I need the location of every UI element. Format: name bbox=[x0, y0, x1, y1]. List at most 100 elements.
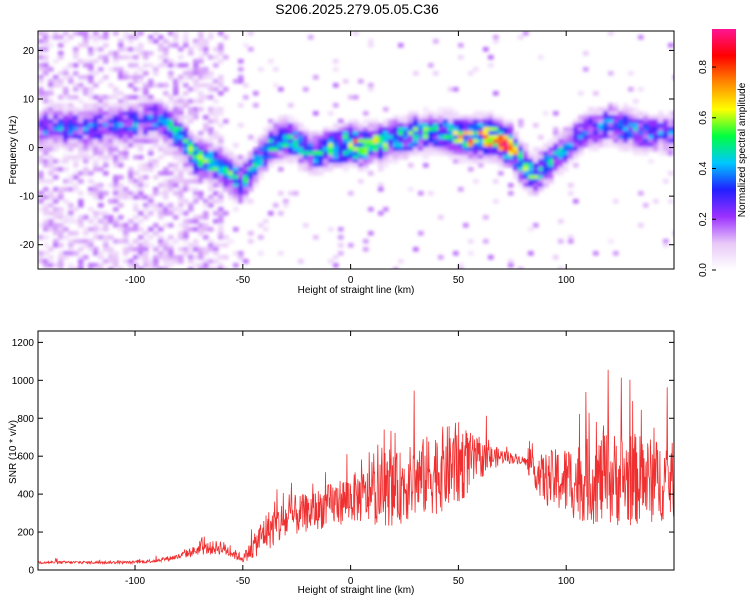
spectrogram-cell bbox=[158, 191, 164, 196]
spectrogram-cell bbox=[293, 143, 299, 148]
spectrogram-cell bbox=[48, 259, 54, 264]
spectrogram-cell bbox=[403, 151, 409, 156]
spectrogram-cell bbox=[588, 127, 594, 132]
spectrogram-cell bbox=[73, 251, 79, 256]
spectrogram-cell bbox=[83, 123, 89, 128]
spectrogram-cell bbox=[153, 159, 159, 164]
spectrogram-cell bbox=[328, 159, 334, 164]
spectrogram-cell bbox=[668, 131, 674, 136]
spectrogram-cell bbox=[138, 119, 144, 124]
spectrogram-cell bbox=[618, 135, 624, 140]
spectrogram-cell bbox=[333, 151, 339, 156]
spectrogram-cell bbox=[523, 155, 529, 160]
spectrogram-cell bbox=[58, 115, 64, 120]
spectrogram-cell bbox=[63, 39, 69, 44]
spectrogram-cell bbox=[268, 143, 274, 148]
spectrogram-cell bbox=[383, 123, 389, 128]
spectrogram-cell bbox=[58, 83, 64, 88]
spectrogram-cell bbox=[93, 215, 99, 220]
spectrogram-cell bbox=[368, 135, 374, 140]
spectrogram-cell bbox=[568, 183, 574, 188]
spectrogram-cell bbox=[108, 151, 114, 156]
spectrogram-cell bbox=[493, 151, 499, 156]
spectrogram-cell bbox=[138, 47, 144, 52]
spectrogram-cell bbox=[148, 99, 154, 104]
spectrogram-cell bbox=[488, 147, 494, 152]
snr-ytick-label: 200 bbox=[17, 528, 34, 539]
spectrogram-cell bbox=[363, 111, 369, 116]
spectrogram-cell bbox=[53, 215, 59, 220]
spectrogram-cell bbox=[203, 39, 209, 44]
spectrogram-cell bbox=[533, 191, 539, 196]
spectrogram-cell bbox=[168, 183, 174, 188]
spectrogram-cell bbox=[68, 267, 74, 269]
spectrogram-cell bbox=[263, 163, 269, 168]
snr-ytick-label: 400 bbox=[17, 490, 34, 501]
spectrogram-cell bbox=[178, 131, 184, 136]
spectrogram-cell bbox=[103, 247, 109, 252]
spectrogram-cell bbox=[153, 115, 159, 120]
spectrogram-cell bbox=[478, 151, 484, 156]
spectrogram-cell bbox=[48, 43, 54, 48]
spectrogram-cell bbox=[488, 63, 494, 68]
spectrogram-cell bbox=[418, 151, 424, 156]
spectrogram-cell bbox=[463, 135, 469, 140]
spectrogram-cell bbox=[153, 143, 159, 148]
spectrogram-cell bbox=[333, 83, 339, 88]
spectrogram-cell bbox=[453, 135, 459, 140]
spectrogram-cell bbox=[408, 163, 414, 168]
spectrogram-cell bbox=[103, 239, 109, 244]
spectrogram-cell bbox=[208, 83, 214, 88]
spectrogram-cell bbox=[508, 155, 514, 160]
spectrogram-cell bbox=[433, 139, 439, 144]
spectrogram-cell bbox=[153, 123, 159, 128]
spectrogram-cell bbox=[53, 139, 59, 144]
spectrogram-cell bbox=[333, 123, 339, 128]
spectrogram-cell bbox=[148, 107, 154, 112]
spectrogram-cell bbox=[418, 139, 424, 144]
spectrogram-cell bbox=[233, 167, 239, 172]
spectrogram-cell bbox=[188, 203, 194, 208]
spectrogram-cell bbox=[493, 131, 499, 136]
spectrogram-cell bbox=[188, 99, 194, 104]
spectrogram-cell bbox=[528, 179, 534, 184]
spectrogram-cell bbox=[298, 167, 304, 172]
spectrogram-cell bbox=[663, 139, 669, 144]
spectrogram-cell bbox=[238, 163, 244, 168]
spectrogram-cell bbox=[113, 107, 119, 112]
spectrogram-cell bbox=[133, 127, 139, 132]
spectrogram-cell bbox=[168, 235, 174, 240]
spectrogram-cell bbox=[113, 219, 119, 224]
spectrogram-cell bbox=[213, 79, 219, 84]
spectrogram-cell bbox=[488, 255, 494, 260]
spectrogram-cell bbox=[108, 67, 114, 72]
spectrogram-cell bbox=[328, 167, 334, 172]
spectrogram-cell bbox=[463, 127, 469, 132]
spectrogram-cell bbox=[168, 115, 174, 120]
spectrogram-cell bbox=[578, 147, 584, 152]
spectrogram-cell bbox=[78, 239, 84, 244]
spectrogram-cell bbox=[438, 215, 444, 220]
spectrogram-cell bbox=[143, 239, 149, 244]
spectrogram-cell bbox=[53, 207, 59, 212]
spectrogram-cell bbox=[233, 155, 239, 160]
spectrogram-cell bbox=[553, 131, 559, 136]
spectrogram-cell bbox=[363, 151, 369, 156]
spectrogram-cell bbox=[48, 67, 54, 72]
spectrogram-cell bbox=[558, 155, 564, 160]
spectrogram-cell bbox=[583, 127, 589, 132]
spectrogram-cell bbox=[188, 111, 194, 116]
spectrogram-cell bbox=[93, 163, 99, 168]
spectrogram-cell bbox=[583, 135, 589, 140]
spectrogram-cell bbox=[328, 143, 334, 148]
spectrogram-cell bbox=[208, 55, 214, 60]
spectrogram-cell bbox=[183, 131, 189, 136]
spectrogram-cell bbox=[323, 155, 329, 160]
spectrogram-cell bbox=[158, 55, 164, 60]
spectrogram-cell bbox=[238, 179, 244, 184]
spectrogram-cell bbox=[248, 155, 254, 160]
spectrogram-cell bbox=[203, 83, 209, 88]
spectrogram-cell bbox=[653, 199, 659, 204]
spectrogram-cell bbox=[478, 127, 484, 132]
spectrogram-cell bbox=[128, 135, 134, 140]
